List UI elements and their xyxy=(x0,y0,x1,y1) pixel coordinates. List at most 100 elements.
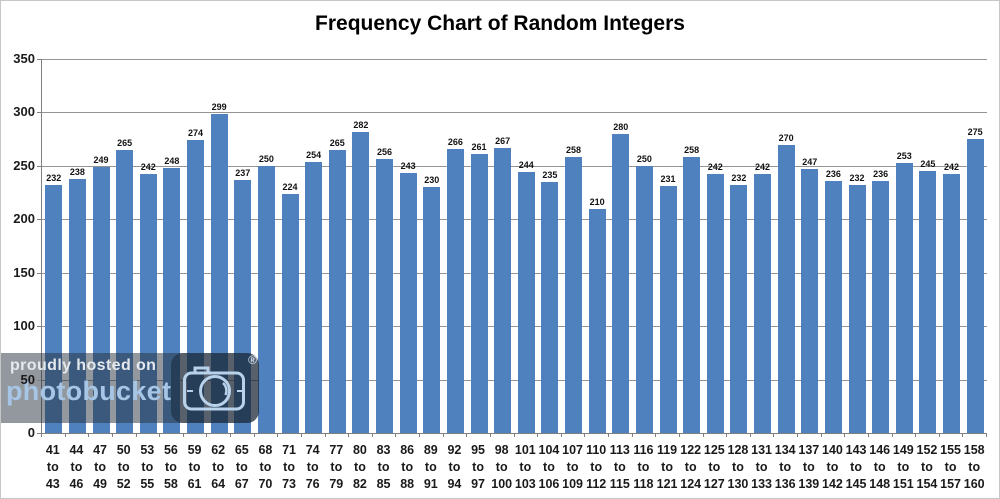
x-axis-label-line: to xyxy=(188,460,201,474)
x-axis-label-line: 155 xyxy=(940,443,961,457)
bar-value-label: 265 xyxy=(329,137,345,148)
watermark-logo-text: photobucket xyxy=(6,376,172,406)
x-axis-label-line: to xyxy=(424,460,437,474)
x-axis-label-line: 46 xyxy=(69,477,84,491)
x-axis-label-line: 148 xyxy=(869,477,891,491)
x-axis-label-line: 41 xyxy=(45,443,60,457)
bar-value-label: 254 xyxy=(306,149,322,160)
x-axis-label: 47 to 49 xyxy=(85,442,115,493)
x-axis-label-line: to xyxy=(897,460,910,474)
x-axis-label-line: 91 xyxy=(423,477,438,491)
bar xyxy=(352,131,370,433)
x-axis-label-line: 74 xyxy=(305,443,320,457)
x-axis-label-line: to xyxy=(70,460,83,474)
bar xyxy=(612,133,630,433)
x-axis-label-line: 65 xyxy=(234,443,249,457)
x-axis-label: 140 to 142 xyxy=(818,442,848,493)
x-axis-label-line: to xyxy=(590,460,603,474)
watermark-camera-box xyxy=(171,353,259,423)
y-axis-tick xyxy=(37,165,41,167)
x-axis-label-line: 158 xyxy=(963,443,985,457)
x-axis-label-line: 143 xyxy=(845,443,867,457)
bar xyxy=(257,165,275,433)
x-axis-label: 98 to 100 xyxy=(487,442,517,493)
x-axis-tick xyxy=(678,433,680,437)
registered-mark-icon: ® xyxy=(248,353,257,367)
bar xyxy=(470,154,488,433)
x-axis-tick xyxy=(608,433,609,437)
x-axis-label-line: to xyxy=(448,460,461,474)
bar xyxy=(966,139,984,433)
y-axis-tick xyxy=(37,59,41,60)
bar-value-label: 267 xyxy=(495,135,511,146)
x-axis-tick xyxy=(797,433,798,437)
x-axis-label-line: to xyxy=(873,460,886,474)
x-axis-label: 152 to 154 xyxy=(912,442,942,493)
bar xyxy=(565,157,583,433)
gridline xyxy=(42,59,987,60)
y-axis-label: 200 xyxy=(13,211,35,227)
bar-value-label: 210 xyxy=(589,196,605,207)
bar-value-label: 242 xyxy=(140,162,156,173)
x-axis-label: 77 to 79 xyxy=(322,442,352,493)
x-axis-label-line: 94 xyxy=(447,477,462,491)
x-axis-label-line: 149 xyxy=(892,443,914,457)
x-axis-label-line: to xyxy=(212,460,225,474)
x-axis-label-line: to xyxy=(543,460,555,474)
x-axis-label-line: 43 xyxy=(45,477,60,491)
bar xyxy=(801,169,819,433)
x-axis-label: 65 to 67 xyxy=(227,442,257,493)
bar-value-label: 231 xyxy=(660,174,676,185)
bar xyxy=(872,180,890,433)
x-axis-label: 41 to 43 xyxy=(38,442,68,493)
x-axis-label-line: 109 xyxy=(562,477,583,491)
x-axis-tick xyxy=(300,433,302,437)
y-axis-label: 100 xyxy=(13,318,35,334)
bar-value-label: 250 xyxy=(636,153,652,164)
x-axis-label-line: to xyxy=(944,460,957,474)
x-axis-label-line: to xyxy=(46,460,59,474)
y-axis-tick xyxy=(37,112,41,114)
x-axis-label-line: 101 xyxy=(514,443,536,457)
x-axis-label: 104 to 106 xyxy=(534,442,564,493)
x-axis-label-line: to xyxy=(661,460,673,474)
bar-value-label: 274 xyxy=(188,128,204,139)
x-axis-tick xyxy=(111,433,113,437)
gridline xyxy=(42,272,987,274)
bar-value-label: 244 xyxy=(518,160,534,171)
bar-value-label: 232 xyxy=(849,173,865,184)
x-axis-label: 44 to 46 xyxy=(62,442,92,493)
bar-value-label: 282 xyxy=(353,119,369,130)
x-axis-label-line: 124 xyxy=(680,477,702,491)
x-axis-tick xyxy=(844,433,846,437)
bar xyxy=(494,147,512,433)
bar xyxy=(423,187,441,433)
x-axis-label: 149 to 151 xyxy=(889,442,919,493)
x-axis-tick xyxy=(371,433,373,437)
x-axis-label-line: 157 xyxy=(940,477,961,491)
bar xyxy=(824,180,842,433)
x-axis-tick xyxy=(88,433,90,437)
bar-value-label: 242 xyxy=(707,162,723,173)
x-axis-label-line: 86 xyxy=(400,443,415,457)
x-axis-label: 101 to 103 xyxy=(511,442,541,493)
x-axis-tick xyxy=(962,433,964,437)
x-axis-label: 113 to 115 xyxy=(605,442,635,493)
x-axis-label: 59 to 61 xyxy=(180,442,210,493)
x-axis-label-line: 79 xyxy=(329,477,344,491)
x-axis-label: 92 to 94 xyxy=(440,442,470,493)
bar-value-label: 235 xyxy=(542,169,558,180)
x-axis-label-line: 116 xyxy=(633,443,654,457)
bar-value-label: 237 xyxy=(235,167,251,178)
x-axis-tick xyxy=(867,433,869,437)
y-axis-tick xyxy=(37,326,41,328)
bar-value-label: 236 xyxy=(825,168,841,179)
x-axis-tick xyxy=(135,433,137,437)
x-axis-label-line: to xyxy=(613,460,626,474)
x-axis-label-line: to xyxy=(637,460,650,474)
gridline xyxy=(42,326,987,328)
y-axis-tick xyxy=(37,272,41,274)
x-axis-label-line: 119 xyxy=(656,443,678,457)
bar xyxy=(281,193,299,433)
x-axis-label-line: to xyxy=(330,460,343,474)
